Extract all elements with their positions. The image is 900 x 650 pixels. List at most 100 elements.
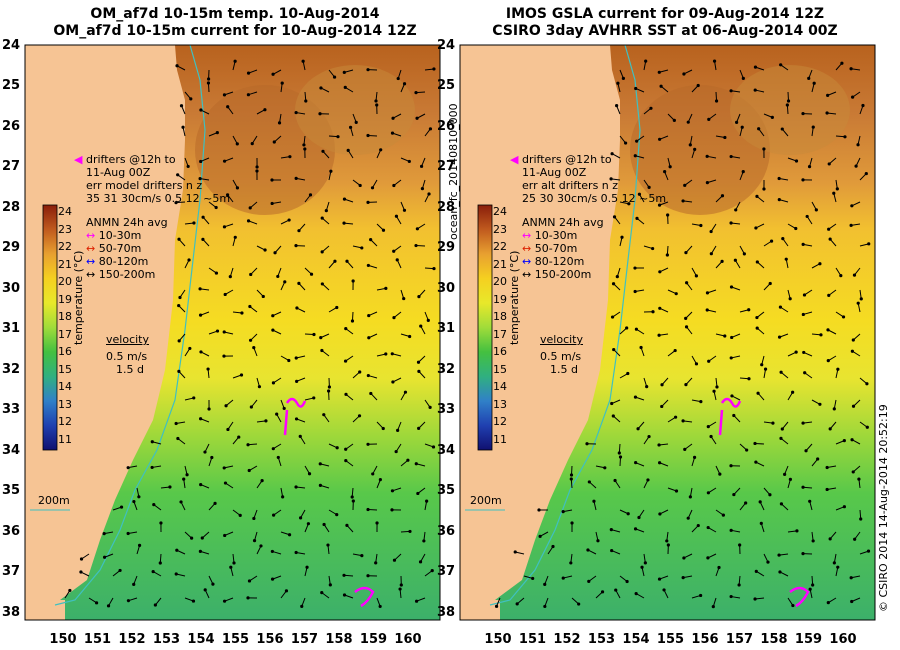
colorbar-tick-label: 11 <box>493 432 507 446</box>
anmn-legend-title: ANMN 24h avg <box>86 216 168 229</box>
right-drifter-track <box>720 397 742 408</box>
anmn-legend-item: ↔ 80-120m <box>522 255 585 268</box>
right-drifters-line: drifters @12h to <box>522 153 612 166</box>
latitude-tick-label: 31 <box>2 321 21 337</box>
anmn-legend-item: ↔ 50-70m <box>86 242 142 255</box>
latitude-tick-label: 36 <box>2 523 21 539</box>
longitude-tick-label: 150 <box>49 632 77 647</box>
colorbar-tick-label: 21 <box>493 257 507 271</box>
anmn-legend-item: ↔ 50-70m <box>522 242 578 255</box>
left-drifter-track <box>285 397 307 408</box>
right-drifters-line: 25 30 30cm/s 0.5 12 ~5m <box>522 192 667 205</box>
colorbar-tick-label: 11 <box>58 432 72 446</box>
longitude-tick-label: 154 <box>187 632 215 647</box>
longitude-tick-label: 155 <box>656 632 685 647</box>
colorbar-tick-label: 16 <box>58 345 72 358</box>
longitude-tick-label: 150 <box>484 632 512 647</box>
right-map-frame <box>459 44 876 621</box>
colorbar-tick-label: 15 <box>493 362 507 376</box>
latitude-tick-label: 27 <box>2 159 21 175</box>
longitude-tick-label: 152 <box>553 632 581 647</box>
latitude-tick-label: 33 <box>437 402 456 418</box>
longitude-tick-label: 156 <box>256 632 284 647</box>
longitude-tick-label: 157 <box>290 632 319 647</box>
right-title-line1: IMOS GSLA current for 09-Aug-2014 12Z <box>505 6 825 22</box>
right-colorbar-label: temperature (°C) <box>508 250 521 345</box>
velocity-scale-value: 0.5 m/s <box>540 350 582 363</box>
colorbar-tick-label: 21 <box>58 257 72 271</box>
colorbar-tick-label: 12 <box>493 415 507 428</box>
colorbar-tick-label: 12 <box>58 415 72 428</box>
left-drifters-line: 11-Aug 00Z <box>86 166 151 179</box>
left-title-line2: OM_af7d 10-15m current for 10-Aug-2014 1… <box>53 23 417 39</box>
colorbar-tick-label: 19 <box>493 292 507 306</box>
latitude-tick-label: 30 <box>2 280 21 296</box>
colorbar-tick-label: 23 <box>58 222 72 236</box>
left-drifters-line: err model drifters n z <box>86 179 203 192</box>
anmn-legend-item: ↔ 150-200m <box>86 268 156 281</box>
longitude-tick-label: 157 <box>725 632 754 647</box>
latitude-tick-label: 38 <box>437 604 456 620</box>
latitude-tick-label: 33 <box>2 402 21 418</box>
colorbar-tick-label: 23 <box>493 222 507 236</box>
anmn-legend-title: ANMN 24h avg <box>522 216 604 229</box>
anmn-legend-item: ↔ 150-200m <box>522 268 592 281</box>
left-colorbar <box>42 204 58 451</box>
longitude-tick-label: 160 <box>829 632 857 647</box>
latitude-tick-label: 35 <box>437 483 456 499</box>
longitude-tick-label: 154 <box>622 632 650 647</box>
left-land <box>25 45 185 600</box>
velocity-scale-days: 1.5 d <box>116 363 144 376</box>
right-colorbar <box>477 204 493 451</box>
right-anmn-legend: ANMN 24h avg ↔ 10-30m ↔ 50-70m ↔ 80-120m… <box>522 216 604 281</box>
left-drifters-line: 35 31 30cm/s 0.5 12 ~5m <box>86 192 231 205</box>
latitude-tick-label: 25 <box>2 78 21 94</box>
left-anmn-legend: ANMN 24h avg ↔ 10-30m ↔ 50-70m ↔ 80-120m… <box>86 216 168 281</box>
left-colorbar-label: temperature (°C) <box>72 250 85 345</box>
right-isobath-label: 200m <box>470 494 502 507</box>
latitude-tick-label: 26 <box>437 118 456 134</box>
anmn-legend-item: ↔ 10-30m <box>86 229 142 242</box>
left-velocity-scale: velocity 0.5 m/s 1.5 d <box>106 333 149 376</box>
latitude-tick-label: 30 <box>437 280 456 296</box>
colorbar-tick-label: 18 <box>493 310 507 323</box>
credit-label: © CSIRO 2014 14-Aug-2014 20:52:19 <box>877 404 890 612</box>
colorbar-tick-label: 19 <box>58 292 72 306</box>
colorbar-tick-label: 22 <box>58 240 72 253</box>
left-map-frame <box>24 44 441 621</box>
velocity-label: velocity <box>540 333 583 346</box>
latitude-tick-label: 28 <box>2 199 21 215</box>
colorbar-tick-label: 17 <box>493 327 507 341</box>
colorbar-tick-label: 18 <box>58 310 72 323</box>
latitude-tick-label: 32 <box>2 361 21 377</box>
longitude-tick-label: 153 <box>152 632 181 647</box>
velocity-label: velocity <box>106 333 149 346</box>
latitude-tick-label: 34 <box>437 442 456 458</box>
colorbar-tick-label: 14 <box>493 380 507 393</box>
longitude-tick-label: 159 <box>359 632 388 647</box>
colorbar-tick-label: 13 <box>58 397 72 411</box>
latitude-tick-label: 37 <box>437 564 456 580</box>
latitude-tick-label: 26 <box>2 118 21 134</box>
left-title-line1: OM_af7d 10-15m temp. 10-Aug-2014 <box>90 6 380 22</box>
latitude-tick-label: 34 <box>2 442 21 458</box>
longitude-tick-label: 151 <box>518 632 547 647</box>
velocity-scale-days: 1.5 d <box>550 363 578 376</box>
colorbar-tick-label: 20 <box>58 275 72 288</box>
longitude-tick-label: 159 <box>794 632 823 647</box>
longitude-tick-label: 155 <box>221 632 250 647</box>
colorbar-tick-label: 24 <box>58 205 72 218</box>
longitude-tick-label: 156 <box>691 632 719 647</box>
longitude-tick-label: 152 <box>118 632 146 647</box>
colorbar-tick-label: 15 <box>58 362 72 376</box>
drifter-arrow-icon: ◀ <box>510 153 519 166</box>
latitude-tick-label: 27 <box>437 159 456 175</box>
velocity-scale-value: 0.5 m/s <box>106 350 148 363</box>
latitude-tick-label: 28 <box>437 199 456 215</box>
latitude-tick-label: 29 <box>2 240 21 256</box>
latitude-tick-label: 24 <box>2 38 21 53</box>
right-velocity-scale: velocity 0.5 m/s 1.5 d <box>540 333 583 376</box>
colorbar-tick-label: 16 <box>493 345 507 358</box>
right-land <box>460 45 620 600</box>
